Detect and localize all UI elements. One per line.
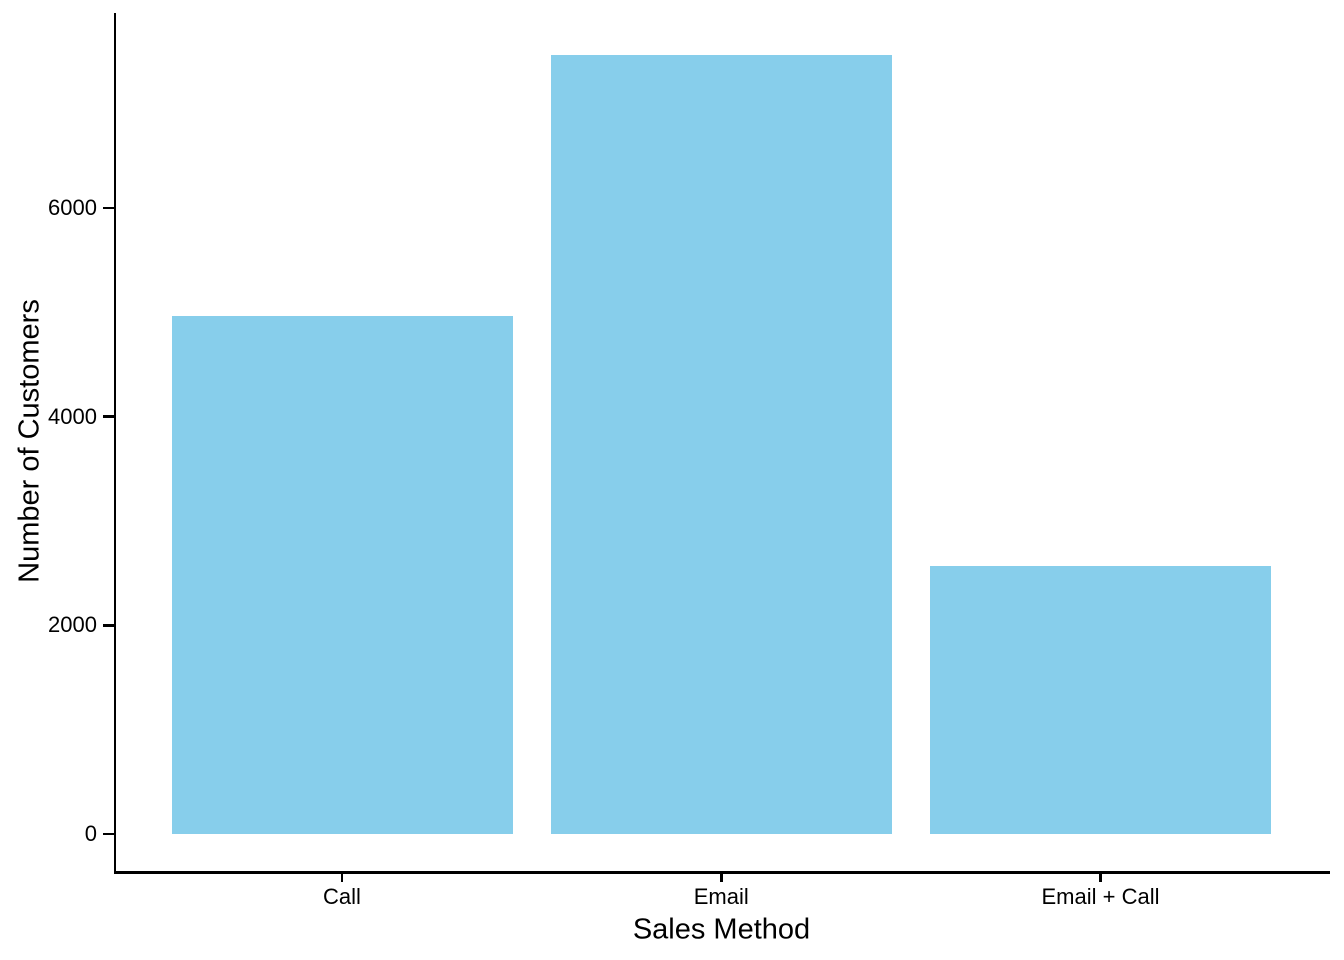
bar-email-call [930, 565, 1271, 834]
x-tick [1099, 873, 1102, 882]
y-tick-label: 0 [84, 821, 97, 846]
x-tick-label: Email + Call [1041, 884, 1160, 909]
y-tick-label: 2000 [48, 612, 97, 638]
y-tick [102, 832, 114, 836]
x-tick-label: Email [693, 884, 749, 909]
y-tick [102, 415, 114, 418]
x-axis-line [113, 871, 1330, 874]
y-axis-title: Number of Customers [13, 299, 46, 583]
y-axis-line [113, 13, 117, 874]
y-tick-label: 4000 [48, 403, 97, 429]
y-tick [102, 206, 114, 210]
x-tick [340, 873, 344, 882]
bar-email [550, 55, 892, 834]
y-tick [102, 624, 114, 627]
y-tick-label: 6000 [48, 194, 97, 220]
x-tick [719, 873, 723, 882]
x-axis-title: Sales Method [632, 913, 811, 946]
bar-call [171, 316, 513, 834]
x-tick-label: Call [323, 884, 361, 909]
